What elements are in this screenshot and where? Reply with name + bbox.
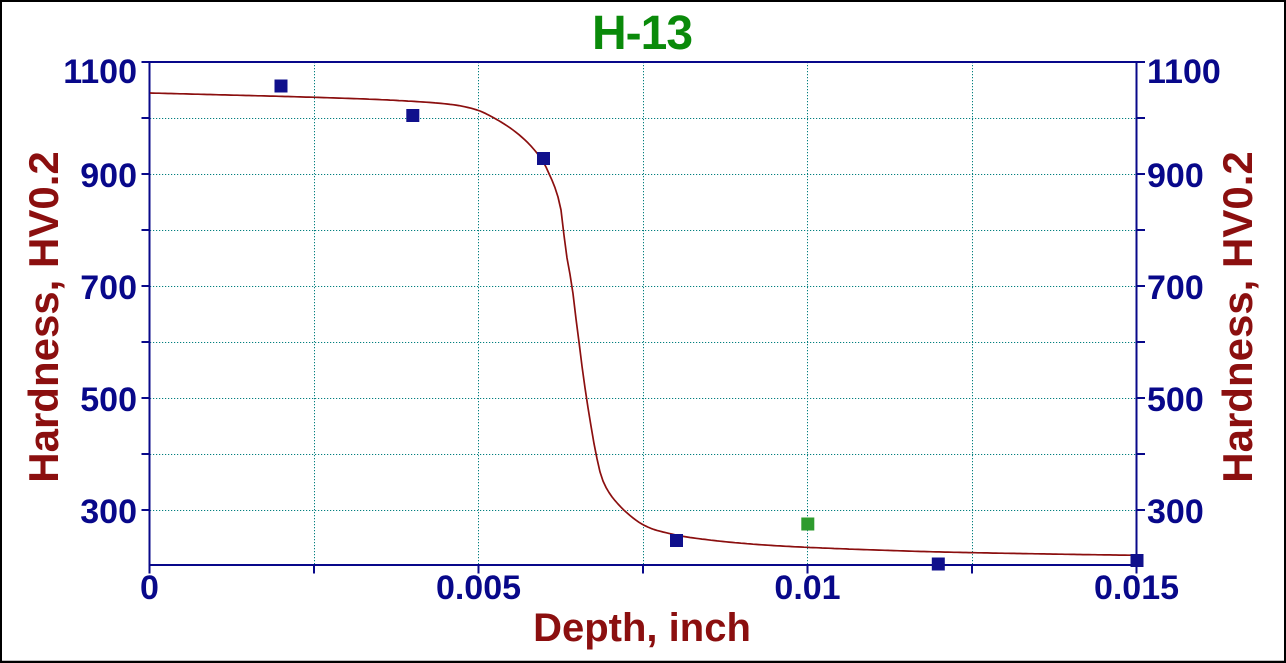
svg-text:900: 900 (1147, 157, 1204, 195)
svg-text:Hardness, HV0.2: Hardness, HV0.2 (20, 151, 67, 483)
svg-text:Depth, inch: Depth, inch (533, 606, 751, 650)
svg-text:300: 300 (80, 493, 137, 531)
svg-text:0.01: 0.01 (774, 569, 840, 607)
svg-text:1100: 1100 (1147, 53, 1221, 91)
svg-text:0: 0 (140, 569, 159, 607)
svg-text:500: 500 (80, 381, 137, 419)
svg-text:300: 300 (1147, 493, 1204, 531)
svg-text:700: 700 (1147, 269, 1204, 307)
svg-text:500: 500 (1147, 381, 1204, 419)
svg-text:900: 900 (80, 157, 137, 195)
svg-text:Hardness, HV0.2: Hardness, HV0.2 (1214, 151, 1261, 483)
svg-text:0.005: 0.005 (436, 569, 521, 607)
svg-text:1100: 1100 (63, 53, 137, 91)
svg-text:700: 700 (80, 269, 137, 307)
svg-text:H-13: H-13 (592, 7, 692, 60)
svg-text:0.015: 0.015 (1094, 569, 1179, 607)
